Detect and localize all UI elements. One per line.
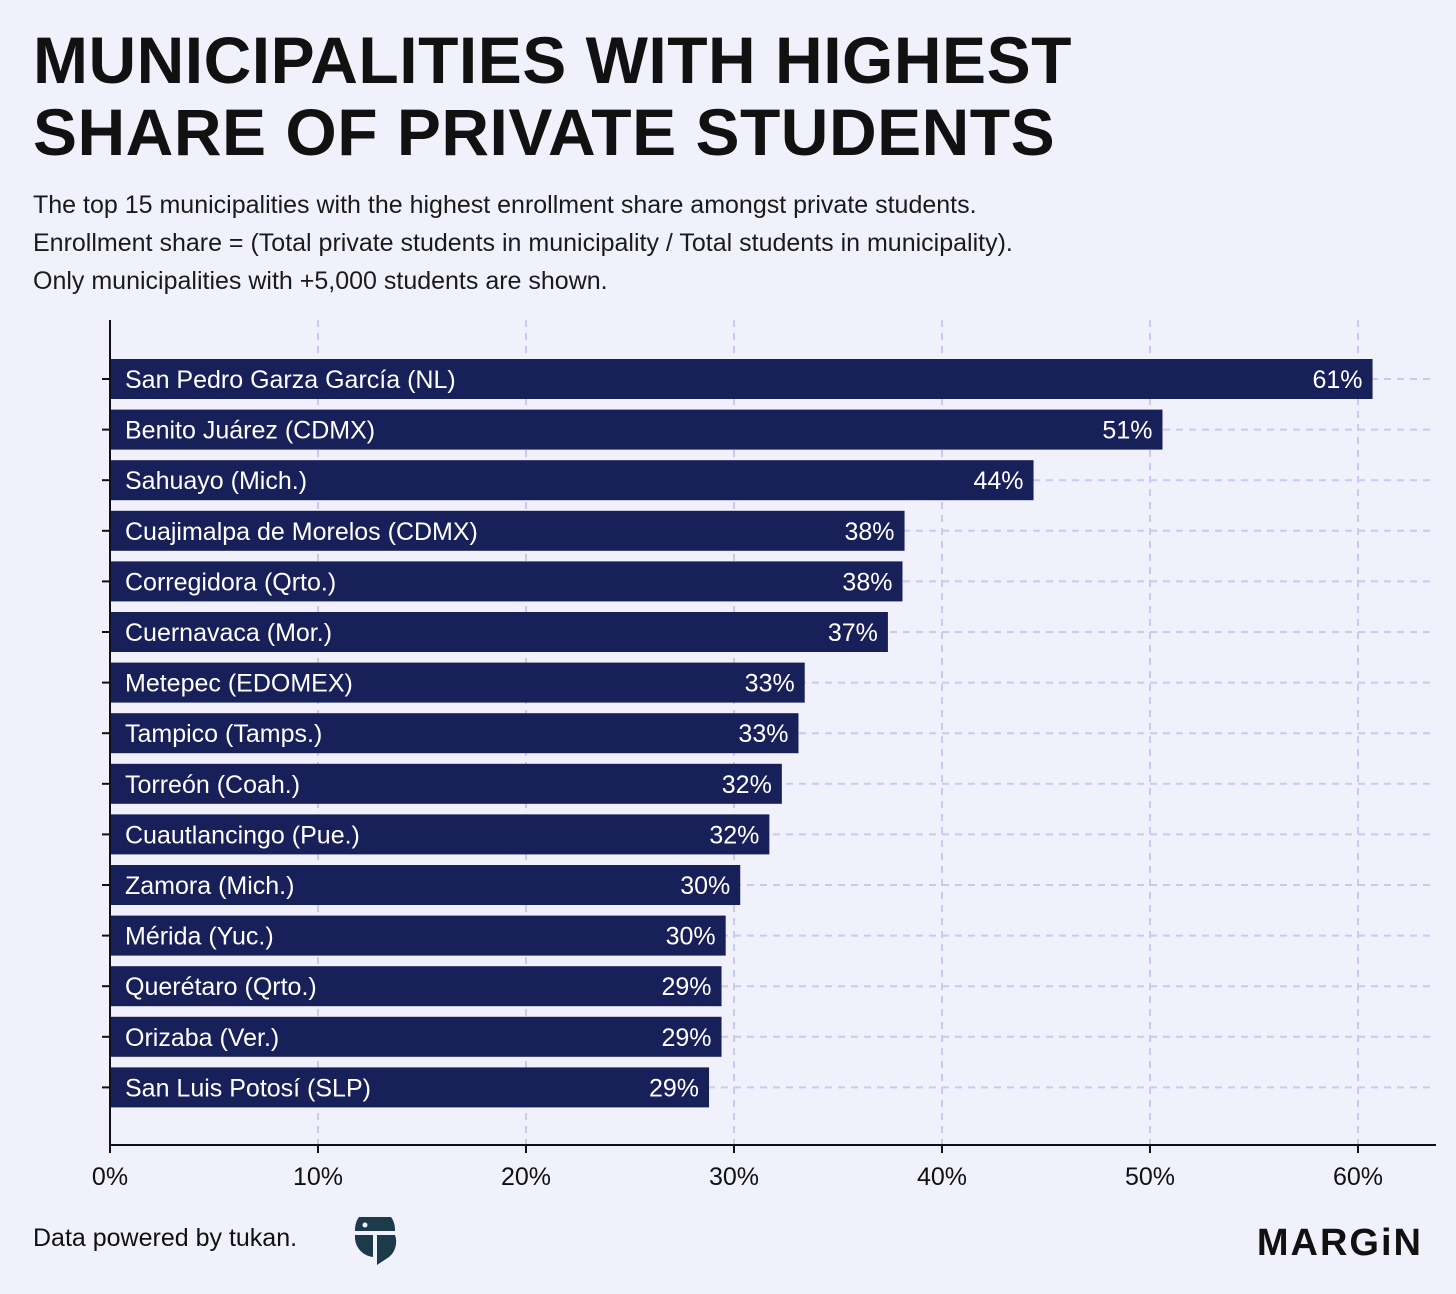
bar-category-label-14: San Luis Potosí (SLP) xyxy=(125,1074,371,1102)
bar-4 xyxy=(110,561,903,602)
bar-value-label-4: 38% xyxy=(842,568,892,596)
bar-category-label-11: Mérida (Yuc.) xyxy=(125,923,274,951)
x-tick-label-50: 50% xyxy=(1125,1163,1175,1191)
subtitle-line-1: The top 15 municipalities with the highe… xyxy=(33,191,977,219)
bar-14 xyxy=(110,1067,710,1108)
bar-category-label-10: Zamora (Mich.) xyxy=(125,872,294,900)
bar-2 xyxy=(110,460,1034,501)
bar-5 xyxy=(110,612,888,652)
bar-category-label-0: San Pedro Garza García (NL) xyxy=(125,366,456,394)
chart-subtitle: The top 15 municipalities with the highe… xyxy=(33,186,1413,300)
bar-3 xyxy=(110,510,905,551)
x-tick-label-30: 30% xyxy=(709,1163,759,1191)
bar-10 xyxy=(110,865,741,905)
bar-category-label-7: Tampico (Tamps.) xyxy=(125,720,322,748)
bar-value-label-13: 29% xyxy=(661,1024,711,1052)
bar-category-label-13: Orizaba (Ver.) xyxy=(125,1024,279,1052)
chart-title-line-2: SHARE OF PRIVATE STUDENTS xyxy=(33,95,1056,169)
bar-category-label-4: Corregidora (Qrto.) xyxy=(125,568,336,596)
bar-value-label-2: 44% xyxy=(973,467,1023,495)
x-tick-label-0: 0% xyxy=(92,1163,128,1191)
x-tick-label-10: 10% xyxy=(293,1163,343,1191)
margin-brand-logo: MARGiN xyxy=(1256,1222,1423,1264)
bar-12 xyxy=(110,966,722,1007)
bar-8 xyxy=(110,763,782,804)
bar-category-label-2: Sahuayo (Mich.) xyxy=(125,467,307,495)
data-source-note: Data powered by tukan. xyxy=(33,1224,298,1252)
bar-category-label-12: Querétaro (Qrto.) xyxy=(125,973,317,1001)
x-tick-label-40: 40% xyxy=(917,1163,967,1191)
bar-value-label-6: 33% xyxy=(745,670,795,698)
tukan-logo-icon xyxy=(355,1217,397,1265)
chart-title-line-1: MUNICIPALITIES WITH HIGHEST xyxy=(33,23,1072,97)
bar-category-label-1: Benito Juárez (CDMX) xyxy=(125,417,375,445)
bar-value-label-0: 61% xyxy=(1313,366,1363,394)
bar-value-label-14: 29% xyxy=(649,1074,699,1102)
bar-category-label-3: Cuajimalpa de Morelos (CDMX) xyxy=(125,518,478,546)
bar-category-label-8: Torreón (Coah.) xyxy=(125,771,300,799)
bar-value-label-12: 29% xyxy=(661,973,711,1001)
bar-category-label-6: Metepec (EDOMEX) xyxy=(125,670,353,698)
x-tick-label-20: 20% xyxy=(501,1163,551,1191)
subtitle-line-3: Only municipalities with +5,000 students… xyxy=(33,267,608,295)
bar-7 xyxy=(110,713,799,754)
bar-0 xyxy=(110,359,1373,399)
bar-6 xyxy=(110,662,805,703)
x-tick-label-60: 60% xyxy=(1333,1163,1383,1191)
bar-value-label-9: 32% xyxy=(709,821,759,849)
bar-value-label-7: 33% xyxy=(738,720,788,748)
bar-13 xyxy=(110,1016,722,1057)
bar-1 xyxy=(110,409,1163,450)
bar-category-label-5: Cuernavaca (Mor.) xyxy=(125,619,332,647)
bar-value-label-1: 51% xyxy=(1102,417,1152,445)
bar-value-label-10: 30% xyxy=(680,872,730,900)
bar-value-label-11: 30% xyxy=(666,923,716,951)
bar-value-label-8: 32% xyxy=(722,771,772,799)
bar-11 xyxy=(110,915,726,956)
bar-category-label-9: Cuautlancingo (Pue.) xyxy=(125,821,360,849)
bar-value-label-5: 37% xyxy=(828,619,878,647)
subtitle-line-2: Enrollment share = (Total private studen… xyxy=(33,229,1013,257)
bar-chart: San Pedro Garza García (NL) 61% Benito Juá… xyxy=(92,320,1436,1191)
bar-9 xyxy=(110,814,770,855)
bar-value-label-3: 38% xyxy=(845,518,895,546)
chart-title: MUNICIPALITIES WITH HIGHEST SHARE OF PRI… xyxy=(33,24,1413,168)
